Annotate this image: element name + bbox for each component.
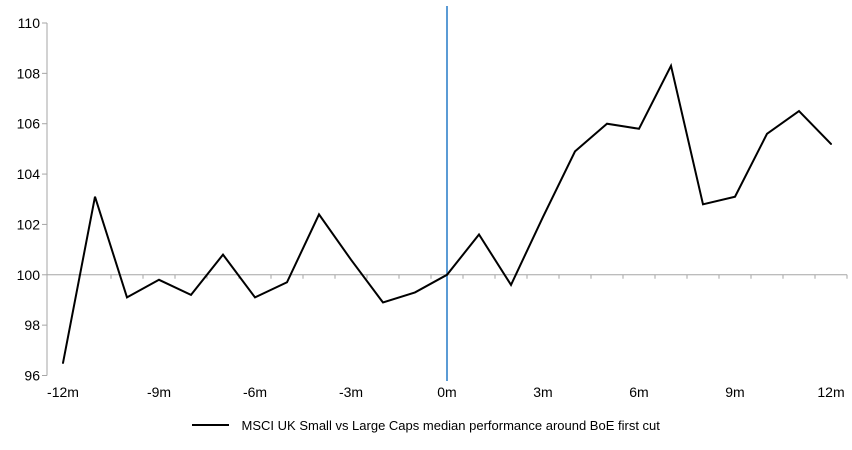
y-tick-label: 96 — [24, 368, 40, 384]
y-tick-label: 104 — [17, 166, 41, 182]
x-tick-label: 12m — [817, 384, 844, 400]
x-tick-label: 6m — [629, 384, 648, 400]
y-tick-label: 110 — [18, 15, 41, 31]
y-tick-label: 102 — [17, 216, 41, 232]
x-tick-label: 0m — [437, 384, 456, 400]
legend-label: MSCI UK Small vs Large Caps median perfo… — [241, 418, 660, 434]
y-tick-label: 100 — [17, 267, 41, 283]
x-tick-label: 9m — [725, 384, 744, 400]
x-tick-label: 3m — [533, 384, 552, 400]
x-tick-label: -6m — [243, 384, 267, 400]
y-tick-label: 98 — [24, 317, 40, 333]
y-tick-label: 106 — [17, 116, 41, 132]
y-tick-label: 108 — [17, 65, 41, 81]
x-tick-label: -3m — [339, 384, 363, 400]
legend-line-swatch — [192, 423, 230, 426]
legend: MSCI UK Small vs Large Caps median perfo… — [0, 417, 852, 435]
x-tick-label: -12m — [47, 384, 79, 400]
x-tick-label: -9m — [147, 384, 171, 400]
data-line-msci-uk-small-vs-large — [62, 62, 832, 364]
